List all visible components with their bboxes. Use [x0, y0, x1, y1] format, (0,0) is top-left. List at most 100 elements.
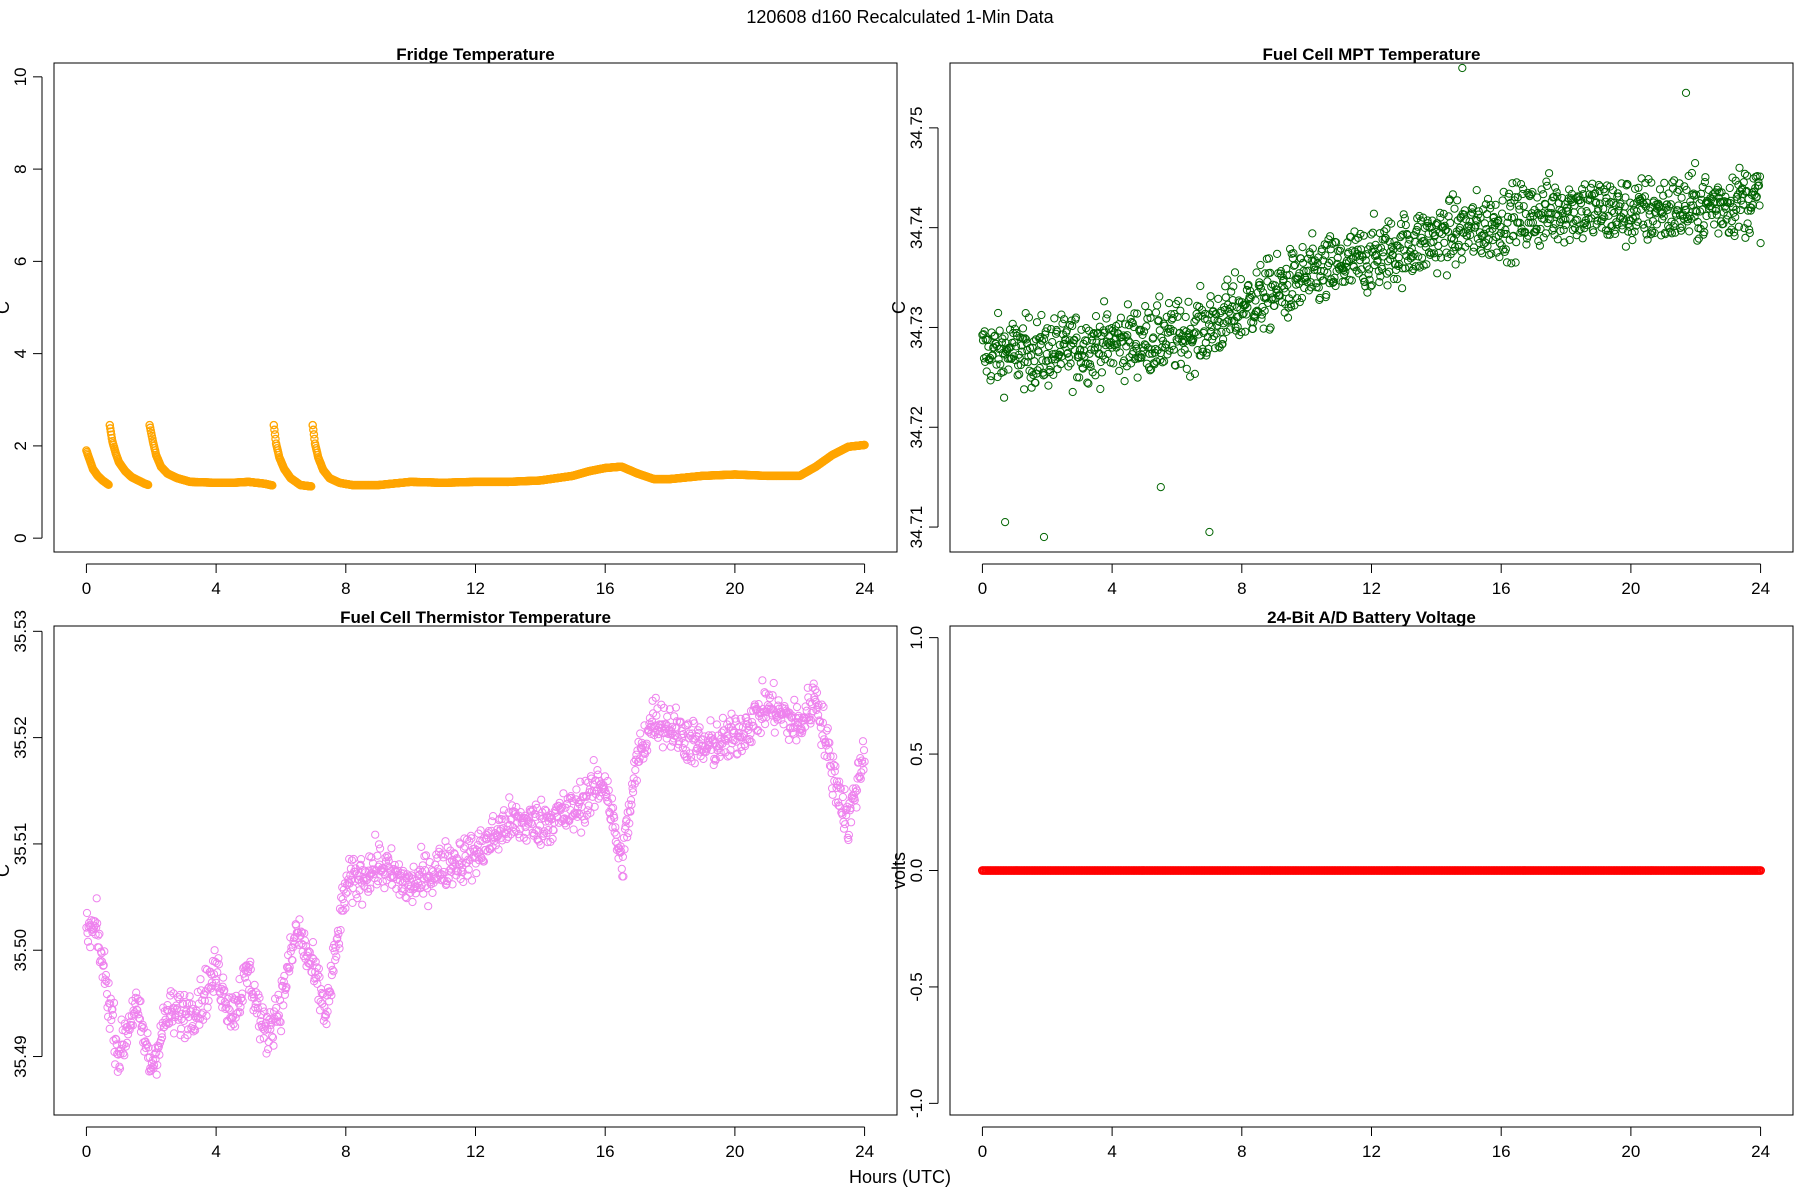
- thermistor-point: [589, 756, 598, 765]
- mpt-point: [1044, 381, 1053, 390]
- mpt-point: [1050, 314, 1059, 323]
- mpt-point: [1196, 281, 1205, 291]
- mpt-point: [1266, 268, 1275, 277]
- mpt-point: [1119, 331, 1128, 340]
- fridge-point: [270, 425, 279, 435]
- fridge-title: Fridge Temperature: [396, 45, 554, 64]
- mpt-point: [1670, 176, 1679, 185]
- mpt-point: [1160, 357, 1169, 366]
- mpt-point: [1685, 227, 1694, 236]
- mpt-point: [1059, 340, 1068, 349]
- thermistor-point: [636, 729, 645, 738]
- mpt-point: [1026, 373, 1035, 382]
- thermistor-point: [387, 844, 396, 853]
- thermistor-point: [269, 1041, 278, 1050]
- mpt-point: [1218, 340, 1227, 349]
- mpt-point: [1068, 387, 1077, 397]
- thermistor-y-tick-label: 35.49: [11, 1035, 30, 1078]
- mpt-y-tick-label: 34.72: [907, 406, 926, 449]
- mpt-point: [1141, 302, 1150, 311]
- mpt-point: [987, 372, 996, 381]
- fridge-y-tick-label: 6: [11, 257, 30, 266]
- mpt-point: [1491, 200, 1500, 209]
- mpt-point: [1058, 319, 1067, 328]
- fridge-points: [82, 420, 869, 491]
- thermistor-y-tick-label: 35.51: [11, 823, 30, 866]
- fridge-point: [269, 420, 279, 430]
- fridge-y-tick-label: 4: [11, 349, 30, 358]
- fridge-y-tick-label: 10: [11, 67, 30, 86]
- mpt-point: [1000, 332, 1009, 341]
- mpt-point: [1064, 353, 1074, 362]
- fridge-point: [860, 440, 869, 450]
- mpt-point: [1109, 359, 1118, 368]
- battery-x-tick-label: 4: [1107, 1142, 1116, 1161]
- mpt-point: [1056, 360, 1065, 369]
- mpt-point: [1000, 393, 1009, 402]
- fridge-point: [309, 430, 319, 439]
- mpt-point: [995, 326, 1004, 335]
- thermistor-point: [663, 712, 672, 721]
- mpt-point: [1182, 364, 1191, 373]
- mpt-point: [1262, 293, 1271, 302]
- mpt-point: [1037, 310, 1046, 320]
- mpt-point: [1251, 296, 1260, 305]
- thermistor-point: [196, 975, 205, 984]
- mpt-point: [1681, 88, 1691, 98]
- mpt-point: [1137, 353, 1146, 362]
- mpt-point: [1297, 293, 1307, 303]
- mpt-point: [1077, 325, 1086, 334]
- mpt-point: [1083, 378, 1092, 387]
- thermistor-y-tick-label: 35.52: [11, 716, 30, 759]
- mpt-point: [1162, 312, 1171, 321]
- mpt-point: [1142, 322, 1151, 331]
- panel-fridge: Fridge TemperatureC048121620240246810: [0, 45, 898, 598]
- mpt-point: [1367, 230, 1376, 239]
- mpt-point: [994, 308, 1003, 318]
- mpt-point: [1068, 321, 1077, 331]
- mpt-point: [1512, 238, 1521, 247]
- thermistor-point: [308, 938, 318, 947]
- mpt-point: [1206, 300, 1215, 309]
- mpt-point: [1122, 362, 1131, 371]
- mpt-point: [1223, 275, 1232, 284]
- figure-suptitle: 120608 d160 Recalculated 1-Min Data: [746, 7, 1054, 27]
- mpt-point: [997, 368, 1006, 377]
- mpt-point: [1093, 343, 1102, 352]
- thermistor-point: [210, 946, 219, 955]
- thermistor-point: [658, 743, 668, 752]
- mpt-point: [979, 354, 989, 363]
- thermistor-x-tick-label: 0: [82, 1142, 91, 1161]
- mpt-point: [1204, 320, 1214, 329]
- fridge-x-tick-label: 0: [82, 579, 91, 598]
- mpt-point: [1549, 224, 1558, 233]
- mpt-point: [1111, 334, 1120, 343]
- mpt-point: [1283, 313, 1293, 322]
- mpt-point: [1741, 233, 1750, 242]
- mpt-point: [1164, 299, 1174, 308]
- thermistor-points: [82, 676, 869, 1079]
- mpt-point: [1245, 292, 1254, 301]
- mpt-point: [1221, 293, 1230, 302]
- fridge-y-tick-label: 0: [11, 533, 30, 542]
- mpt-point: [1039, 371, 1048, 380]
- mpt-point: [1086, 362, 1095, 372]
- mpt-point: [1725, 183, 1734, 193]
- mpt-point: [1186, 372, 1195, 381]
- thermistor-point: [774, 696, 783, 705]
- thermistor-x-tick-label: 16: [596, 1142, 615, 1161]
- mpt-point: [1024, 313, 1034, 322]
- mpt-point: [1241, 327, 1250, 336]
- thermistor-point: [264, 1037, 273, 1047]
- mpt-point: [1637, 174, 1646, 183]
- mpt-point: [1227, 287, 1236, 296]
- thermistor-point: [417, 842, 426, 852]
- thermistor-point: [758, 676, 767, 685]
- mpt-point: [1166, 327, 1175, 336]
- thermistor-point: [295, 915, 304, 924]
- mpt-point: [994, 355, 1003, 364]
- thermistor-point: [262, 1049, 271, 1058]
